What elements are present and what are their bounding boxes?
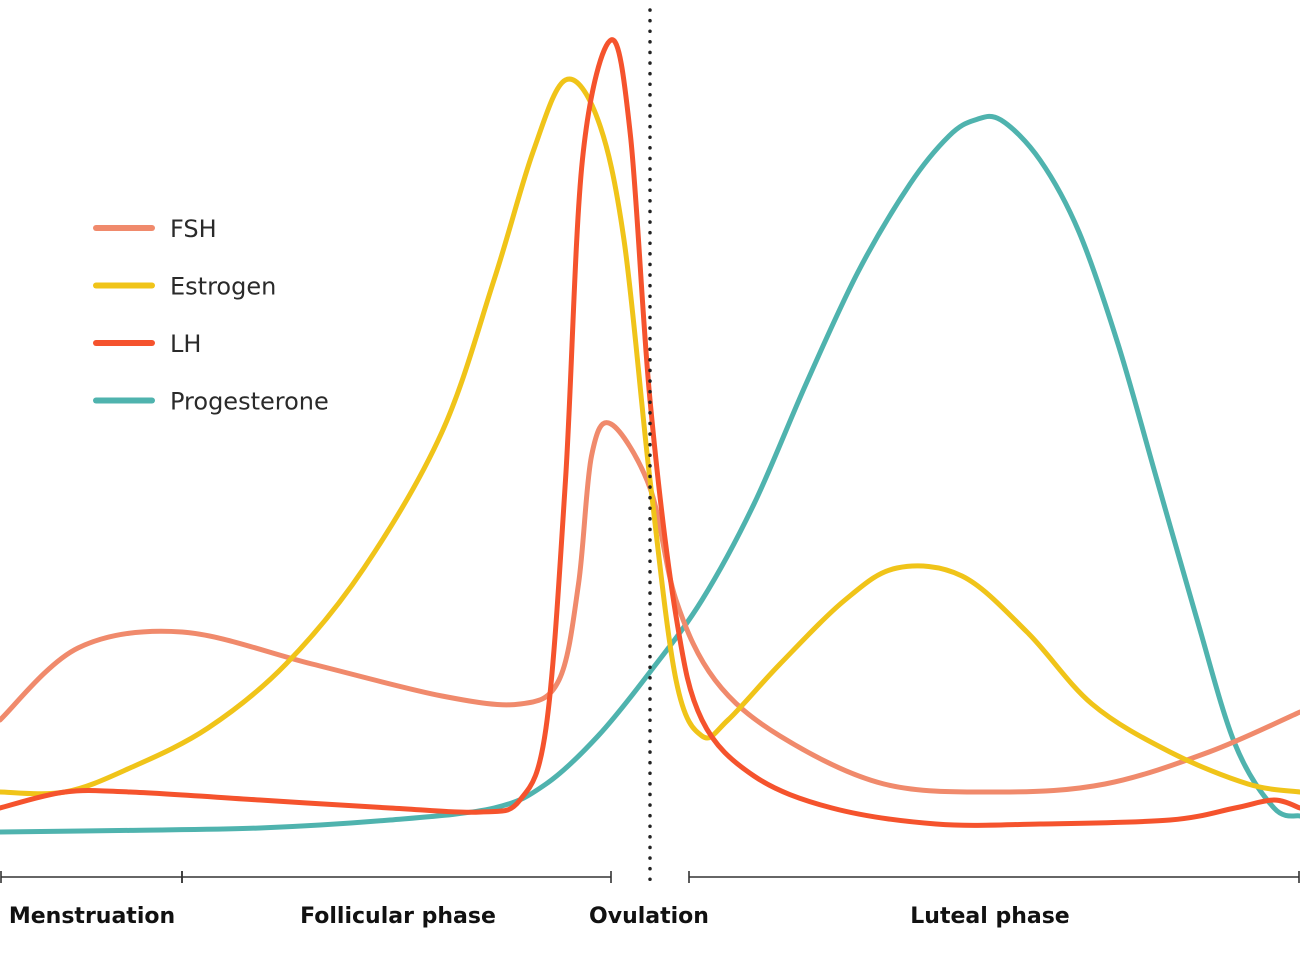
legend-label-lh: LH — [170, 330, 201, 358]
legend-label-progesterone: Progesterone — [170, 388, 329, 416]
legend: FSH Estrogen LH Progesterone — [93, 215, 329, 416]
lh-line — [0, 37, 1300, 828]
phase-label-luteal-phase: Luteal phase — [910, 904, 1069, 929]
legend-label-estrogen: Estrogen — [170, 273, 276, 301]
phase-axis: Menstruation Follicular phase Ovulation Lut… — [0, 871, 1300, 929]
phase-label-ovulation: Ovulation — [589, 904, 709, 929]
phase-label-follicular-phase: Follicular phase — [300, 904, 496, 929]
phase-label-menstruation: Menstruation — [9, 904, 175, 929]
progesterone-line — [0, 113, 1300, 835]
curves-layer — [0, 37, 1300, 835]
estrogen-line — [0, 76, 1300, 797]
legend-label-fsh: FSH — [170, 215, 217, 243]
